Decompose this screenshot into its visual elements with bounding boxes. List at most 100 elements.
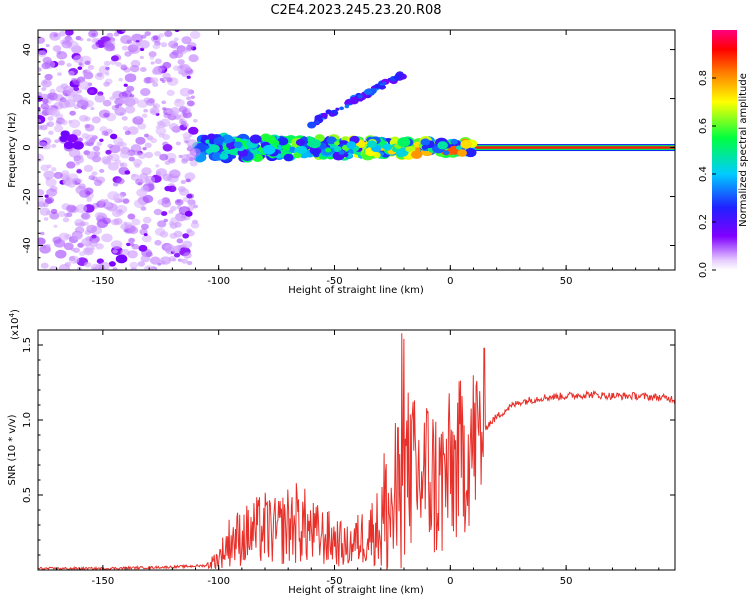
heatmap-cell xyxy=(276,145,283,151)
heatmap-cell xyxy=(45,243,51,248)
heatmap-cell xyxy=(177,59,185,65)
colorbar: 0.0 0.2 0.4 0.6 0.8 Normalized spectral ampl… xyxy=(698,30,749,278)
heatmap-x-label: Height of straight line (km) xyxy=(288,285,424,296)
heatmap-cell xyxy=(56,51,68,60)
heatmap-cell xyxy=(144,142,152,148)
heatmap-cell xyxy=(84,248,94,256)
y-tick-label: -20 xyxy=(22,188,33,204)
x-tick-label: -50 xyxy=(326,276,342,287)
y-tick-label: 1.5 xyxy=(22,337,33,353)
heatmap-cell xyxy=(141,113,148,118)
heatmap-cell xyxy=(133,199,146,208)
heatmap-cell xyxy=(38,237,46,246)
heatmap-cell xyxy=(421,145,428,150)
heatmap-cell xyxy=(217,136,225,143)
heatmap-cell xyxy=(374,83,381,89)
heatmap-cell xyxy=(161,199,172,208)
heatmap-cell xyxy=(150,77,159,84)
heatmap-cell xyxy=(141,167,152,176)
heatmap-cell xyxy=(115,209,124,216)
heatmap-cell xyxy=(164,30,173,38)
heatmap-cell xyxy=(332,110,337,114)
heatmap-cell xyxy=(127,213,136,220)
heatmap-cell xyxy=(101,233,113,243)
heatmap-x-ticks: -150 -100 -50 0 50 xyxy=(56,30,660,287)
x-tick-label: -100 xyxy=(207,576,230,587)
heatmap-cell xyxy=(43,217,49,221)
heatmap-cell xyxy=(103,60,111,67)
heatmap-cell xyxy=(162,143,173,152)
heatmap-cell xyxy=(66,134,78,143)
heatmap-cell xyxy=(190,200,196,204)
heatmap-cell xyxy=(38,107,41,111)
heatmap-cell xyxy=(124,170,131,175)
heatmap-cell xyxy=(46,164,52,169)
heatmap-cell xyxy=(181,36,192,45)
heatmap-cell xyxy=(77,66,83,71)
heatmap-cell xyxy=(88,240,98,248)
heatmap-cell xyxy=(172,65,181,71)
heatmap-cell xyxy=(190,221,200,229)
heatmap-cell xyxy=(165,248,170,253)
heatmap-cell xyxy=(344,104,350,109)
heatmap-cell xyxy=(162,61,172,69)
heatmap-cell xyxy=(190,95,196,100)
heatmap-cell xyxy=(168,221,175,226)
heatmap-cell xyxy=(96,141,103,147)
snr-series-line xyxy=(38,333,675,570)
heatmap-cell xyxy=(170,205,177,212)
x-tick-label: 0 xyxy=(447,576,453,587)
heatmap-cell xyxy=(66,62,72,67)
heatmap-cell xyxy=(119,162,128,169)
heatmap-cell xyxy=(320,112,326,117)
heatmap-cell xyxy=(219,152,229,160)
heatmap-cell xyxy=(57,211,66,217)
heatmap-cell xyxy=(155,126,167,136)
heatmap-cell xyxy=(53,125,64,133)
heatmap-cell xyxy=(112,182,119,187)
heatmap-cell xyxy=(174,51,184,59)
heatmap-cell xyxy=(92,267,98,270)
heatmap-cell xyxy=(186,193,195,199)
heatmap-cell xyxy=(393,74,401,80)
heatmap-cell xyxy=(48,130,54,136)
heatmap-cell xyxy=(78,183,86,190)
heatmap-cell xyxy=(137,182,143,186)
heatmap-cell xyxy=(137,261,146,267)
heatmap-cell xyxy=(188,126,199,135)
heatmap-cell xyxy=(73,155,84,164)
heatmap-cell xyxy=(38,36,46,44)
y-tick-label: 1.0 xyxy=(22,412,33,428)
heatmap-cell xyxy=(173,230,183,238)
heatmap-cell xyxy=(181,158,189,164)
heatmap-cell xyxy=(57,72,62,77)
heatmap-cell xyxy=(464,148,477,158)
heatmap-cell xyxy=(124,130,131,136)
heatmap-cell xyxy=(131,173,136,177)
heatmap-cell xyxy=(186,100,195,107)
colorbar-ticks: 0.0 0.2 0.4 0.6 0.8 xyxy=(698,70,716,278)
heatmap-cell xyxy=(38,119,42,123)
heatmap-cell xyxy=(171,245,181,254)
heatmap-cell xyxy=(149,256,161,265)
heatmap-cell xyxy=(103,199,109,203)
heatmap-cell xyxy=(129,94,135,98)
heatmap-marks xyxy=(38,30,675,270)
heatmap-cell xyxy=(181,72,188,77)
heatmap-cell xyxy=(296,145,308,155)
heatmap-cell xyxy=(409,145,415,151)
heatmap-cell xyxy=(420,138,430,146)
heatmap-cell xyxy=(186,260,193,266)
heatmap-cell xyxy=(86,38,91,42)
snr-y-multiplier-exp: 4 xyxy=(8,312,16,317)
heatmap-cell xyxy=(189,30,201,39)
heatmap-cell xyxy=(109,133,118,140)
heatmap-cell xyxy=(143,77,153,84)
heatmap-cell xyxy=(289,146,295,151)
heatmap-cell xyxy=(52,236,62,244)
heatmap-cell xyxy=(380,140,387,146)
heatmap-cell xyxy=(132,158,143,167)
heatmap-cell xyxy=(182,132,192,140)
heatmap-cell xyxy=(63,242,74,251)
heatmap-cell xyxy=(180,179,186,185)
